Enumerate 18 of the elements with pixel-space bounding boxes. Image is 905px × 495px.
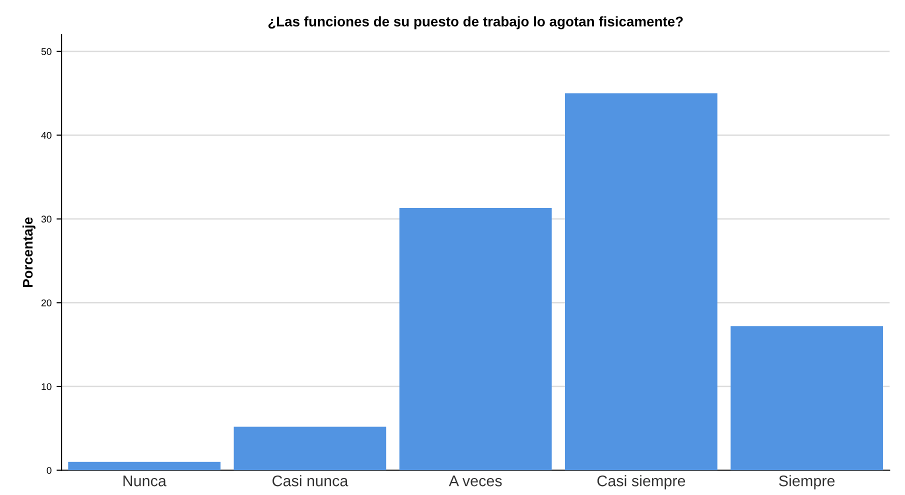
x-tick-label: Casi siempre — [597, 475, 686, 490]
x-tick-label: Casi nunca — [272, 475, 348, 486]
y-tick-label: 30 — [41, 216, 52, 223]
bar — [399, 208, 552, 470]
x-tick-label: Nunca — [124, 476, 166, 486]
y-tick-label: 40 — [41, 132, 52, 139]
chart-title: ¿Las funciones de su puesto de trabajo lo agotan fisicamente? — [268, 16, 683, 30]
bar — [234, 426, 386, 470]
bar — [68, 462, 221, 470]
bar — [565, 93, 718, 470]
x-tick-label: Siempre — [779, 475, 835, 490]
bar — [730, 326, 883, 470]
y-tick-label: 50 — [41, 48, 52, 56]
y-tick-label: 20 — [41, 299, 52, 306]
y-tick-label: 0 — [46, 466, 52, 474]
x-tick-label: A veces — [448, 476, 502, 486]
y-axis-title: Porcentaje — [22, 217, 36, 288]
y-tick-label: 10 — [42, 383, 52, 390]
